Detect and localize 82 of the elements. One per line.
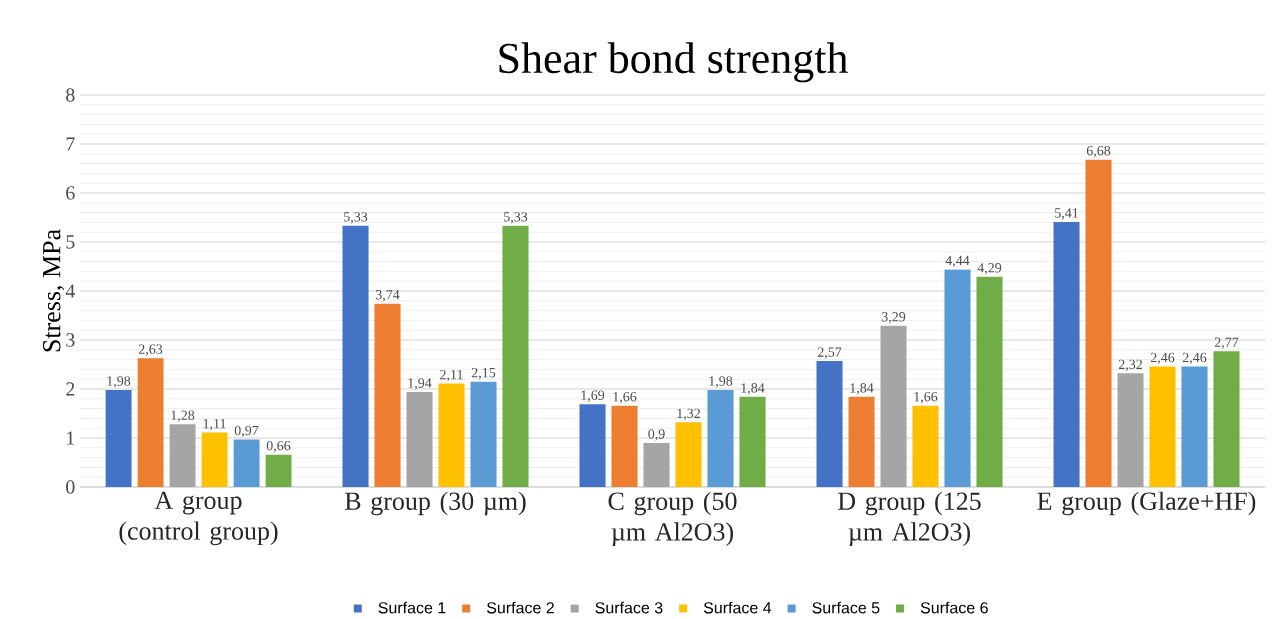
data-label: 1,32 xyxy=(677,408,700,421)
x-tick-label: A group (control group) xyxy=(119,491,278,546)
data-label: 1,66 xyxy=(613,391,637,404)
bar xyxy=(374,303,401,487)
bar xyxy=(265,454,292,487)
legend-label: Surface 5 xyxy=(812,601,880,614)
data-label: 2,15 xyxy=(471,367,496,380)
data-label: 2,32 xyxy=(1118,359,1142,372)
bar xyxy=(739,396,766,487)
data-label: 1,28 xyxy=(171,410,195,423)
bar xyxy=(1085,159,1112,487)
bar xyxy=(816,361,843,487)
bar xyxy=(579,404,606,487)
y-tick-label: 0 xyxy=(66,480,75,494)
y-tick-label: 3 xyxy=(66,333,75,347)
data-label: 1,11 xyxy=(203,418,226,431)
x-tick-label: D group (125 µm Al2O3) xyxy=(838,491,981,546)
x-tick-label: B group (30 µm) xyxy=(344,491,526,516)
bar xyxy=(1117,373,1144,487)
data-label: 1,84 xyxy=(850,383,874,395)
data-label: 4,29 xyxy=(977,263,1002,275)
bar xyxy=(1053,221,1080,487)
data-label: 5,41 xyxy=(1055,208,1078,220)
bar xyxy=(1149,366,1176,487)
data-label: 2,57 xyxy=(817,347,842,359)
bar xyxy=(137,358,164,487)
data-label: 5,33 xyxy=(504,212,528,224)
data-label: 1,66 xyxy=(914,391,938,404)
bar xyxy=(976,276,1003,487)
data-label: 6,68 xyxy=(1086,145,1111,158)
data-label: 3,74 xyxy=(375,290,400,302)
data-label: 2,46 xyxy=(1150,352,1175,365)
bar xyxy=(105,389,132,487)
bar xyxy=(201,432,228,487)
data-label: 0,97 xyxy=(234,425,259,438)
legend-label: Surface 3 xyxy=(595,601,663,614)
bar xyxy=(675,422,702,487)
bar xyxy=(944,269,971,487)
data-label: 2,46 xyxy=(1182,352,1207,365)
y-tick-label: 4 xyxy=(65,284,75,298)
bar xyxy=(611,405,638,487)
bar xyxy=(342,225,369,487)
x-tick-label: E group (Glaze+HF) xyxy=(1037,491,1256,516)
data-label: 0,9 xyxy=(648,429,665,441)
y-tick-label: 5 xyxy=(66,235,75,249)
chart-title: Shear bond strength xyxy=(499,42,848,83)
data-label: 3,29 xyxy=(881,312,906,324)
data-label: 2,77 xyxy=(1214,337,1239,349)
y-tick-label: 6 xyxy=(66,186,75,200)
data-label: 1,98 xyxy=(107,376,131,388)
bar xyxy=(912,405,939,487)
x-tick-label: C group (50 µm Al2O3) xyxy=(608,491,737,546)
bar xyxy=(848,396,875,487)
bar xyxy=(502,225,529,487)
data-label: 5,33 xyxy=(344,212,368,224)
data-label: 2,63 xyxy=(138,344,163,356)
bar xyxy=(438,383,465,487)
y-axis-title: Stress, MPa xyxy=(42,229,65,352)
data-label: 2,11 xyxy=(440,369,463,382)
legend-label: Surface 6 xyxy=(920,601,988,614)
data-label: 4,44 xyxy=(945,255,970,268)
y-tick-label: 2 xyxy=(66,382,75,396)
legend-label: Surface 4 xyxy=(703,601,772,614)
bar xyxy=(406,391,433,487)
bar xyxy=(880,325,907,487)
bar xyxy=(233,439,260,487)
y-tick-label: 1 xyxy=(67,431,75,445)
data-label: 1,69 xyxy=(581,390,605,402)
bar xyxy=(1213,351,1240,487)
bar xyxy=(470,381,497,487)
bar xyxy=(643,442,670,487)
data-label: 0,66 xyxy=(266,440,291,453)
y-tick-label: 8 xyxy=(66,88,75,102)
bar xyxy=(707,389,734,487)
data-label: 1,98 xyxy=(709,376,733,388)
data-label: 1,94 xyxy=(408,378,432,390)
bar xyxy=(1181,366,1208,487)
legend-label: Surface 2 xyxy=(486,601,554,614)
data-label: 1,84 xyxy=(741,383,765,395)
legend-label: Surface 1 xyxy=(378,601,446,614)
y-tick-label: 7 xyxy=(66,137,75,151)
bar xyxy=(169,424,196,487)
